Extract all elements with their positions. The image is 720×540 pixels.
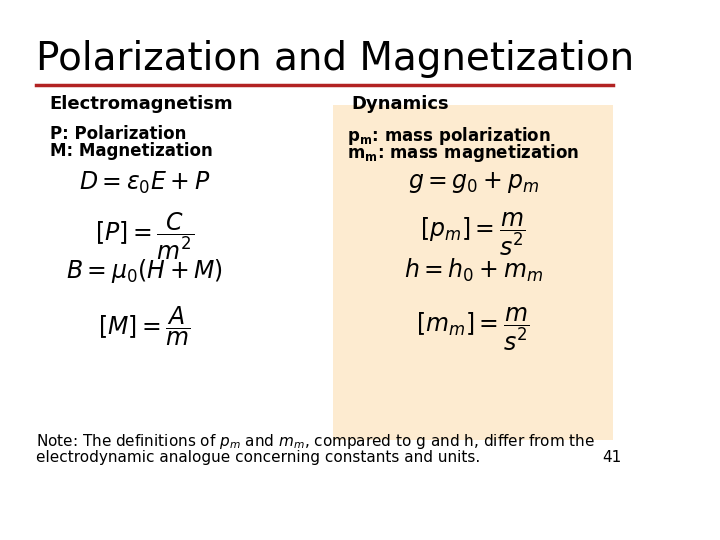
- Text: $[p_m] = \dfrac{m}{s^2}$: $[p_m] = \dfrac{m}{s^2}$: [420, 210, 526, 258]
- Text: Electromagnetism: Electromagnetism: [50, 95, 233, 113]
- Text: $[m_m] = \dfrac{m}{s^2}$: $[m_m] = \dfrac{m}{s^2}$: [416, 305, 530, 353]
- Text: $\mathbf{p_m}$: mass polarization: $\mathbf{p_m}$: mass polarization: [347, 125, 551, 147]
- Text: electrodynamic analogue concerning constants and units.: electrodynamic analogue concerning const…: [36, 450, 480, 465]
- Text: $\mathbf{m_m}$: mass magnetization: $\mathbf{m_m}$: mass magnetization: [347, 142, 580, 164]
- Text: $D = \varepsilon_0 E + P$: $D = \varepsilon_0 E + P$: [78, 170, 210, 196]
- Text: Polarization and Magnetization: Polarization and Magnetization: [36, 40, 634, 78]
- Text: $g = g_0 + p_m$: $g = g_0 + p_m$: [408, 170, 539, 195]
- Text: Note: The definitions of $p_m$ and $m_m$, compared to g and h, differ from the: Note: The definitions of $p_m$ and $m_m$…: [36, 432, 595, 451]
- Text: $[P] = \dfrac{C}{m^2}$: $[P] = \dfrac{C}{m^2}$: [94, 210, 194, 262]
- Text: M: Magnetization: M: Magnetization: [50, 142, 212, 160]
- Text: $h = h_0 + m_m$: $h = h_0 + m_m$: [404, 257, 543, 284]
- Text: P: Polarization: P: Polarization: [50, 125, 186, 143]
- FancyBboxPatch shape: [333, 105, 613, 440]
- Text: Dynamics: Dynamics: [351, 95, 449, 113]
- Text: 41: 41: [603, 450, 622, 465]
- Text: $[M] = \dfrac{A}{m}$: $[M] = \dfrac{A}{m}$: [98, 305, 191, 348]
- Text: $B = \mu_0 (H + M)$: $B = \mu_0 (H + M)$: [66, 257, 222, 285]
